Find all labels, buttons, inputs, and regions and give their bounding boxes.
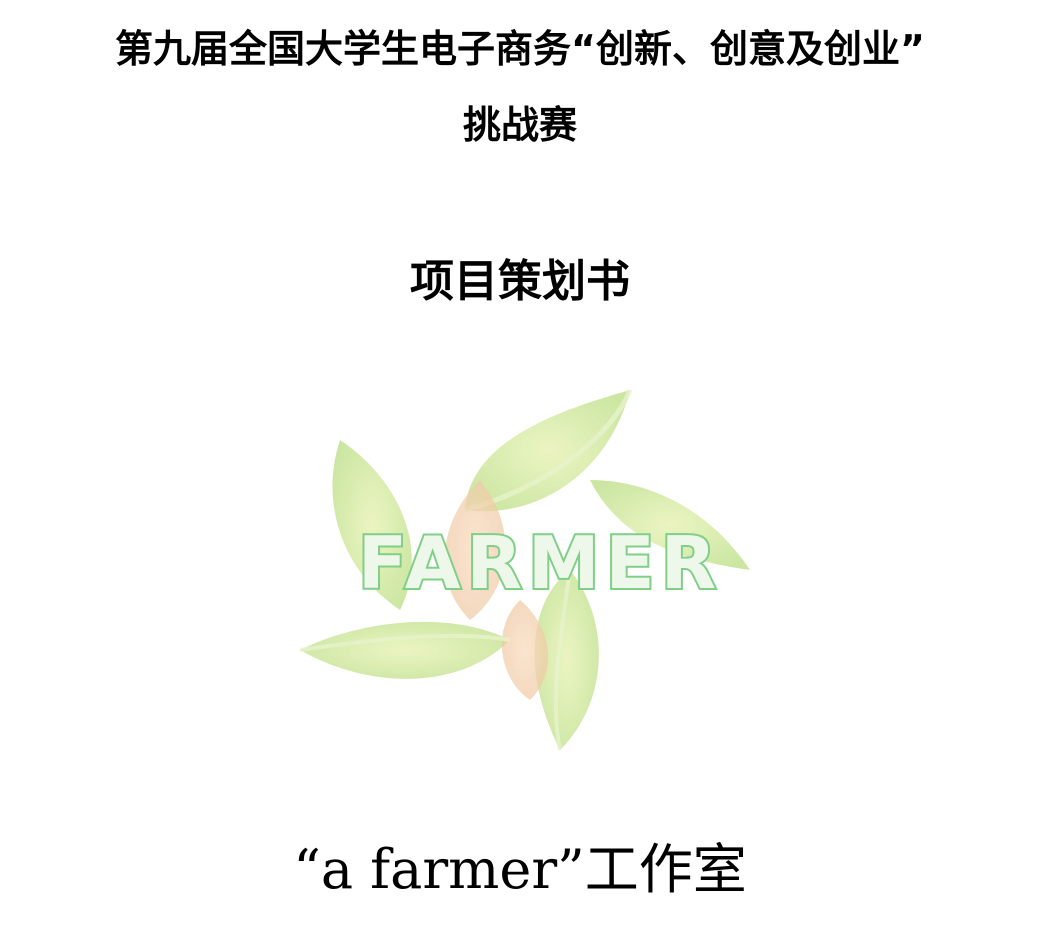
leaf xyxy=(300,621,510,679)
leaf xyxy=(590,480,750,570)
leaf xyxy=(332,440,412,610)
leaf-stem xyxy=(553,569,572,751)
farmer-leaf-logo: FARMER xyxy=(299,389,750,751)
leaf xyxy=(444,480,506,620)
leaf xyxy=(465,390,630,512)
competition-title-line1: 第九届全国大学生电子商务“创新、创意及创业” xyxy=(115,27,925,71)
logo-wordmark: FARMER xyxy=(358,521,722,605)
leaf xyxy=(534,570,599,750)
leaf xyxy=(501,600,549,700)
studio-name: “a farmer”工作室 xyxy=(293,838,747,901)
leaf-cluster xyxy=(299,389,750,751)
leaf-stem xyxy=(299,633,511,652)
competition-title-line2: 挑战赛 xyxy=(462,103,577,147)
document-title: 项目策划书 xyxy=(410,256,630,307)
